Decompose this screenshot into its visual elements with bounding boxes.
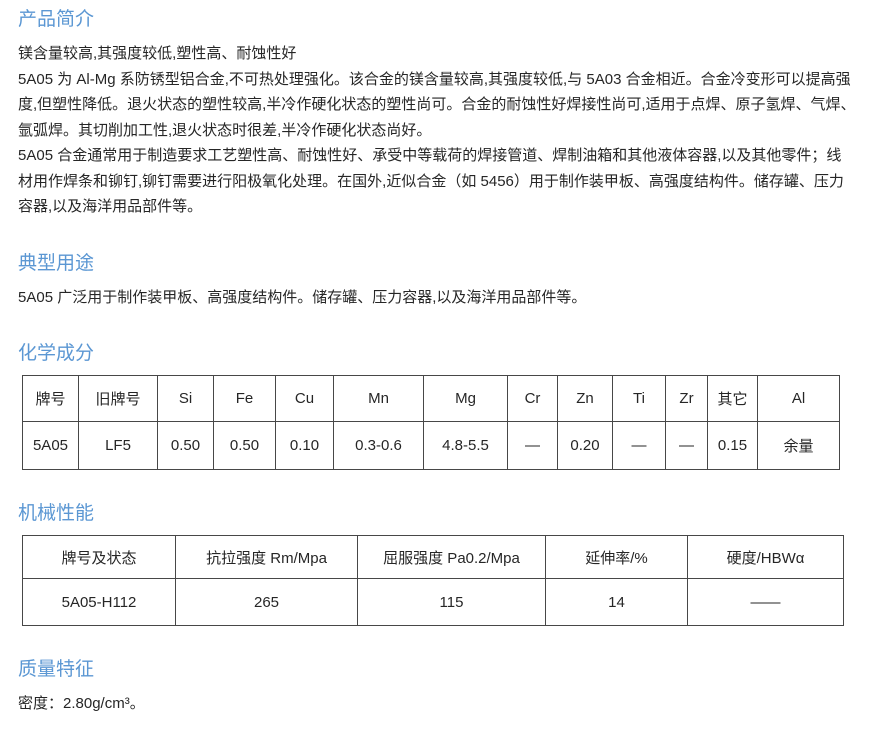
column-header: Ti [612,375,666,422]
intro-paragraph-1: 5A05 为 Al-Mg 系防锈型铝合金,不可热处理强化。该合金的镁含量较高,其… [18,70,856,139]
uses-paragraph: 5A05 广泛用于制作装甲板、高强度结构件。储存罐、压力容器,以及海洋用品部件等… [18,288,587,306]
column-header: 牌号及状态 [22,535,176,579]
section-title-mechanical: 机械性能 [18,503,95,524]
table-cell: 0.3-0.6 [333,421,424,470]
intro-paragraph-2: 5A05 合金通常用于制造要求工艺塑性高、耐蚀性好、承受中等载荷的焊接管道、焊制… [18,147,844,215]
column-header: Al [757,375,840,422]
column-header: 其它 [707,375,758,422]
table-cell: 265 [175,578,358,626]
table-cell: 0.15 [707,421,758,470]
section-title-quality: 质量特征 [18,659,95,680]
column-header: Cu [275,375,334,422]
table-cell: 0.10 [275,421,334,470]
section-uses: 典型用途 5A05 广泛用于制作装甲板、高强度结构件。储存罐、压力容器,以及海洋… [18,252,856,311]
mechanical-properties-table: 牌号及状态 抗拉强度 Rm/Mpa 屈服强度 Pa0.2/Mpa 延伸率/% 硬度/HB… [22,535,844,626]
table-cell: — [665,421,708,470]
chemical-composition-table: 牌号 旧牌号 Si Fe Cu Mn Mg Cr Zn Ti Zr 其它 Al 5A05 LF5 0.50 0.… [22,375,840,470]
column-header: 延伸率/% [545,535,688,579]
section-title-intro: 产品简介 [18,9,95,30]
table-cell: —— [687,578,844,626]
column-header: Mg [423,375,508,422]
section-mechanical: 机械性能 牌号及状态 抗拉强度 Rm/Mpa 屈服强度 Pa0.2/Mpa 延伸率/%… [18,502,856,626]
table-row: 5A05-H112 265 115 14 —— [22,578,844,626]
table-cell: 5A05 [22,421,79,470]
section-title-uses: 典型用途 [18,252,95,274]
column-header: 硬度/HBWα [687,535,844,579]
table-header-row: 牌号及状态 抗拉强度 Rm/Mpa 屈服强度 Pa0.2/Mpa 延伸率/% 硬度/HB… [22,535,844,579]
density-text: 密度：2.80g/cm³。 [18,695,145,712]
table-cell: 14 [545,578,688,626]
column-header: Cr [507,375,558,422]
table-cell: 5A05-H112 [22,578,176,626]
column-header: 屈服强度 Pa0.2/Mpa [357,535,546,579]
section-chemistry: 化学成分 牌号 旧牌号 Si Fe Cu Mn Mg Cr Zn Ti Zr 其它 Al 5A05 LF5 0… [18,342,856,470]
table-cell: 0.20 [557,421,613,470]
table-cell: 0.50 [157,421,214,470]
table-cell: 余量 [757,421,840,470]
section-intro: 产品简介 镁含量较高,其强度较低,塑性高、耐蚀性好 5A05 为 Al-Mg 系… [18,8,856,220]
column-header: Mn [333,375,424,422]
column-header: 旧牌号 [78,375,158,422]
table-cell: — [612,421,666,470]
table-header-row: 牌号 旧牌号 Si Fe Cu Mn Mg Cr Zn Ti Zr 其它 Al [22,375,840,422]
column-header: 抗拉强度 Rm/Mpa [175,535,358,579]
table-cell: — [507,421,558,470]
table-cell: 0.50 [213,421,276,470]
section-title-chemistry: 化学成分 [18,343,95,364]
table-row: 5A05 LF5 0.50 0.50 0.10 0.3-0.6 4.8-5.5—0.20— —… [22,421,840,470]
column-header: 牌号 [22,375,79,422]
intro-subtitle: 镁含量较高,其强度较低,塑性高、耐蚀性好 [18,45,297,62]
section-quality: 质量特征 密度：2.80g/cm³。 [18,658,856,717]
table-cell: 4.8-5.5 [423,421,508,470]
column-header: Fe [213,375,276,422]
table-cell: 115 [357,578,546,626]
table-cell: LF5 [78,421,158,470]
column-header: Zn [557,375,613,422]
column-header: Zr [665,375,708,422]
column-header: Si [157,375,214,422]
